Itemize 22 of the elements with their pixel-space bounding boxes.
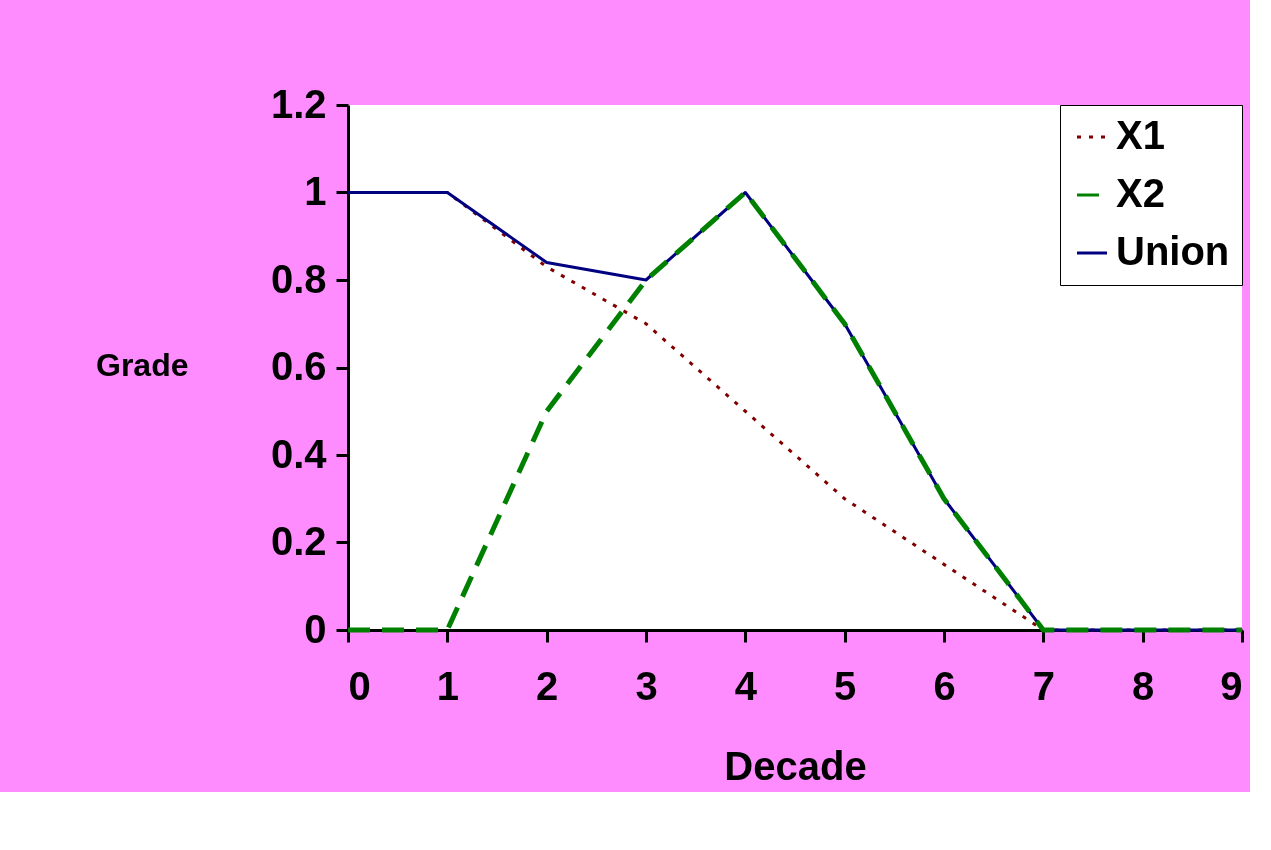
x-tick-label: 7 (1032, 663, 1055, 708)
x-tick-label: 1 (436, 663, 459, 708)
x-axis-title: Decade (724, 743, 867, 788)
y-tick-label: 0 (304, 606, 327, 651)
x-tick-label: 6 (933, 663, 956, 708)
y-tick-label: 0.4 (270, 431, 328, 476)
legend-label: X1 (1116, 113, 1165, 157)
x-tick-label: 9 (1220, 663, 1243, 708)
x-tick-label: 4 (734, 663, 758, 708)
legend-label: X2 (1116, 171, 1165, 215)
y-tick-label: 1.2 (270, 81, 327, 126)
x-tick-label: 2 (536, 663, 559, 708)
legend-label: Union (1116, 229, 1230, 273)
x-tick-label: 8 (1132, 663, 1155, 708)
y-tick-label: 0.8 (270, 256, 327, 301)
x-tick-label: 5 (834, 663, 857, 708)
y-tick-label: 1 (304, 169, 327, 213)
x-tick-label: 3 (635, 663, 658, 708)
y-tick-label: 0.2 (270, 519, 327, 563)
x-tick-label: 0 (348, 663, 371, 708)
y-axis-title: Grade (96, 346, 189, 383)
y-tick-label: 0.6 (270, 344, 327, 388)
